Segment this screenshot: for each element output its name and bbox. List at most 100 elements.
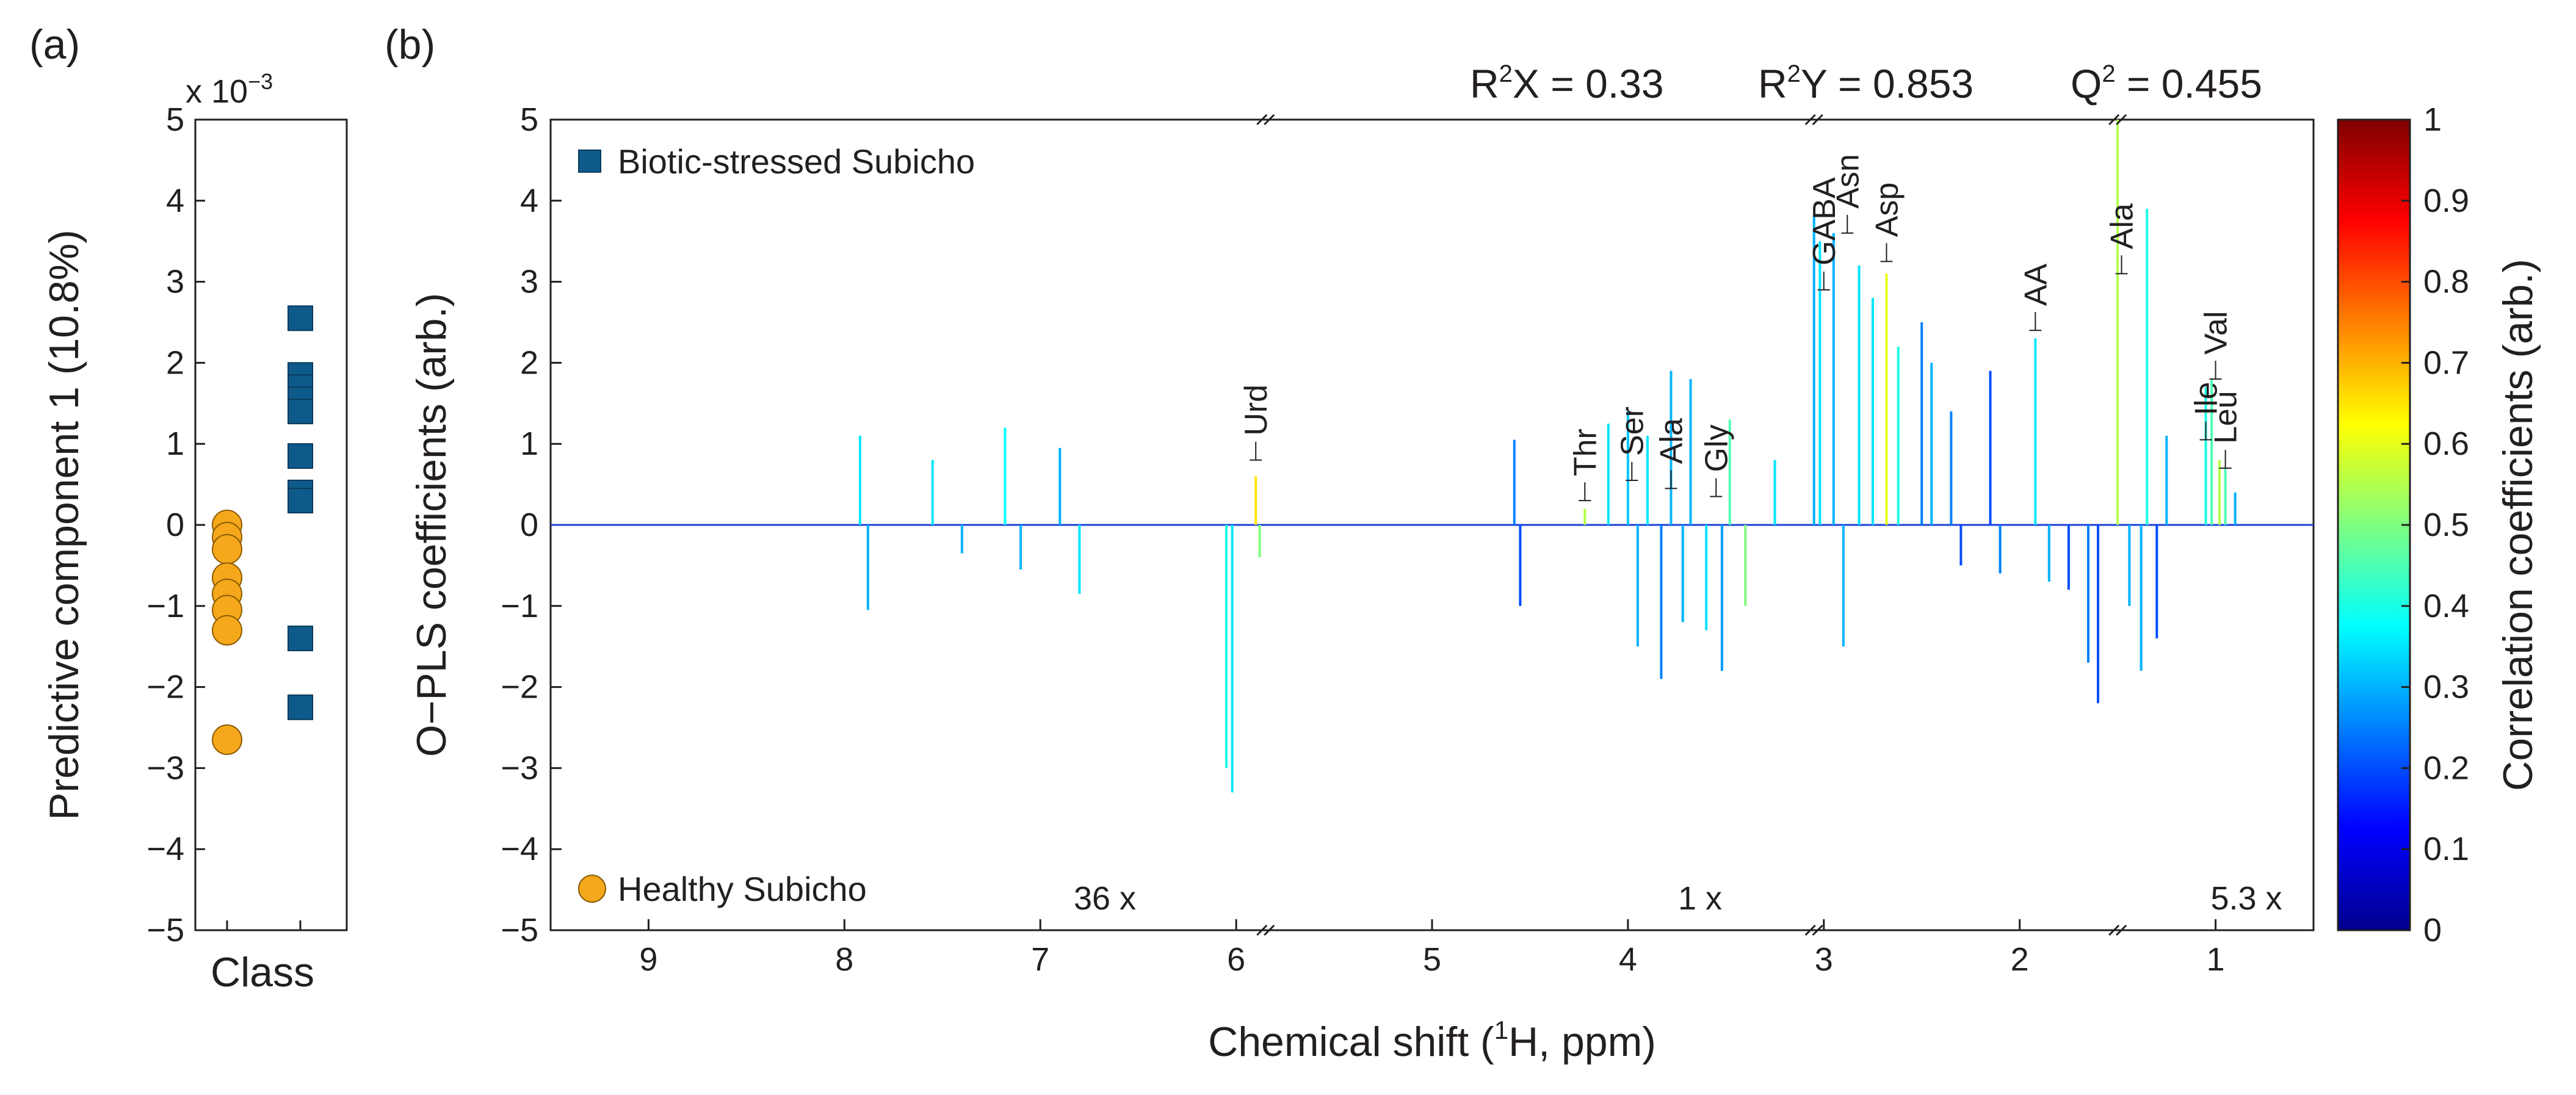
y-tick-label: −3 (501, 750, 538, 786)
axis-break-mark (2108, 114, 2120, 126)
colorbar-tick-label: 0.7 (2423, 344, 2469, 381)
annotation-label: Ile (2189, 382, 2224, 416)
biotic-point (288, 305, 313, 331)
x-tick-label: 2 (2011, 941, 2029, 978)
annotation-label: GABA (1807, 177, 1842, 266)
axis-break-mark (1804, 114, 1816, 126)
legend-healthy-marker (578, 875, 606, 903)
y-tick-label: 3 (520, 264, 538, 300)
axis-break-mark (1256, 924, 1268, 936)
colorbar-tick-label: 0.6 (2423, 425, 2469, 462)
colorbar-ticks: 1 0.9 0.8 0.7 0.6 0.5 0.4 0.3 0.2 0.1 0 (2401, 101, 2469, 949)
axis-break-mark (2116, 924, 2127, 936)
y-tick-label: 0 (166, 507, 184, 543)
panel-b-label: (b) (385, 21, 435, 68)
scale-factor-3: 5.3 x (2210, 880, 2282, 917)
axis-break-mark (2116, 114, 2127, 126)
x-tick-label: 1 (2207, 941, 2225, 978)
x-tick-label: 7 (1031, 941, 1049, 978)
q2-stat: Q2 = 0.455 (2071, 60, 2262, 106)
biotic-point (288, 488, 313, 514)
scale-factor-2: 1 x (1678, 880, 1722, 917)
colorbar-tick-label: 0.4 (2423, 588, 2469, 624)
legend-biotic-label: Biotic-stressed Subicho (618, 142, 975, 181)
panel-a-exponent: x 10−3 (186, 69, 273, 110)
panel-b-x-label: Chemical shift (1H, ppm) (1208, 1016, 1656, 1065)
biotic-point (288, 625, 313, 651)
panel-a-y-axis: 5 4 3 2 1 0 −1 −2 −3 −4 −5 (147, 101, 205, 949)
healthy-point (212, 615, 242, 646)
y-tick-label: 4 (166, 182, 184, 219)
x-tick-label: 5 (1423, 941, 1441, 978)
colorbar-label: Correlation coefficients (arb.) (2495, 259, 2541, 791)
colorbar-tick-label: 0 (2423, 912, 2442, 949)
axis-breaks (1256, 114, 2127, 936)
annotation-label: Ala (1654, 418, 1689, 464)
legend-healthy: Healthy Subicho (578, 870, 867, 908)
y-tick-label: 2 (520, 344, 538, 381)
annotation-label: Thr (1568, 428, 1603, 476)
axis-break-mark (1264, 114, 1275, 126)
x-tick-label: 8 (835, 941, 853, 978)
biotic-point (288, 443, 313, 469)
x-tick-label: 3 (1815, 941, 1833, 978)
colorbar-tick-label: 0.1 (2423, 831, 2469, 867)
annotation-label: Val (2199, 311, 2234, 355)
panel-a-x-label: Class (211, 949, 314, 996)
axis-break-mark (1812, 114, 1823, 126)
model-statistics: R2X = 0.33 R2Y = 0.853 Q2 = 0.455 (1470, 60, 2262, 106)
panel-a-label: (a) (29, 21, 80, 68)
annotation-label: AA (2018, 264, 2053, 306)
biotic-point (288, 399, 313, 425)
y-tick-label: 5 (166, 101, 184, 138)
y-tick-label: −4 (501, 831, 538, 867)
y-tick-label: 1 (520, 425, 538, 462)
scale-factor-1: 36 x (1074, 880, 1136, 917)
colorbar-tick-label: 0.5 (2423, 507, 2469, 543)
colorbar-tick-label: 0.2 (2423, 750, 2469, 786)
y-tick-label: −1 (147, 588, 184, 624)
annotation-label: Ser (1615, 407, 1650, 456)
x-tick-label: 4 (1619, 941, 1637, 978)
y-tick-label: −1 (501, 588, 538, 624)
y-tick-label: −5 (147, 912, 184, 949)
annotation-label: Asp (1869, 182, 1905, 237)
y-tick-label: −5 (501, 912, 538, 949)
annotation-label: Asn (1830, 154, 1865, 209)
annotation-label: Urd (1239, 385, 1274, 436)
y-tick-label: 1 (166, 425, 184, 462)
axis-break-mark (1256, 114, 1268, 126)
y-tick-label: 4 (520, 182, 538, 219)
legend-biotic: Biotic-stressed Subicho (578, 142, 975, 181)
annotation-label: Gly (1699, 425, 1734, 472)
x-tick-label: 6 (1227, 941, 1245, 978)
legend-biotic-marker (578, 150, 601, 173)
colorbar-tick-label: 1 (2423, 101, 2442, 138)
exponent-base: x 10 (186, 73, 248, 110)
svg-text:x 10−3: x 10−3 (186, 69, 273, 110)
r2y-stat: R2Y = 0.853 (1758, 60, 1974, 106)
axis-break-mark (1804, 924, 1816, 936)
r2x-stat: R2X = 0.33 (1470, 60, 1664, 106)
y-tick-label: 5 (520, 101, 538, 138)
healthy-point (212, 533, 242, 565)
y-tick-label: −3 (147, 750, 184, 786)
annotation-label: Leu (2209, 391, 2244, 444)
y-tick-label: 0 (520, 507, 538, 543)
y-tick-label: −2 (501, 669, 538, 706)
colorbar (2337, 118, 2411, 931)
panel-b-y-axis: 5 4 3 2 1 0 −1 −2 −3 −4 −5 (501, 101, 562, 949)
healthy-point (212, 724, 242, 755)
panel-a-points (212, 305, 313, 755)
spectrum (551, 120, 2314, 793)
colorbar-tick-label: 0.3 (2423, 669, 2469, 706)
panel-a-y-label: Predictive component 1 (10.8%) (41, 229, 87, 820)
y-tick-label: −2 (147, 669, 184, 706)
colorbar-tick-label: 0.8 (2423, 264, 2469, 300)
colorbar-tick-label: 0.9 (2423, 182, 2469, 219)
panel-b-x-axis: 9 8 7 6 5 4 3 2 1 (639, 919, 2225, 978)
y-tick-label: −4 (147, 831, 184, 867)
panel-a-x-ticks (226, 920, 302, 930)
